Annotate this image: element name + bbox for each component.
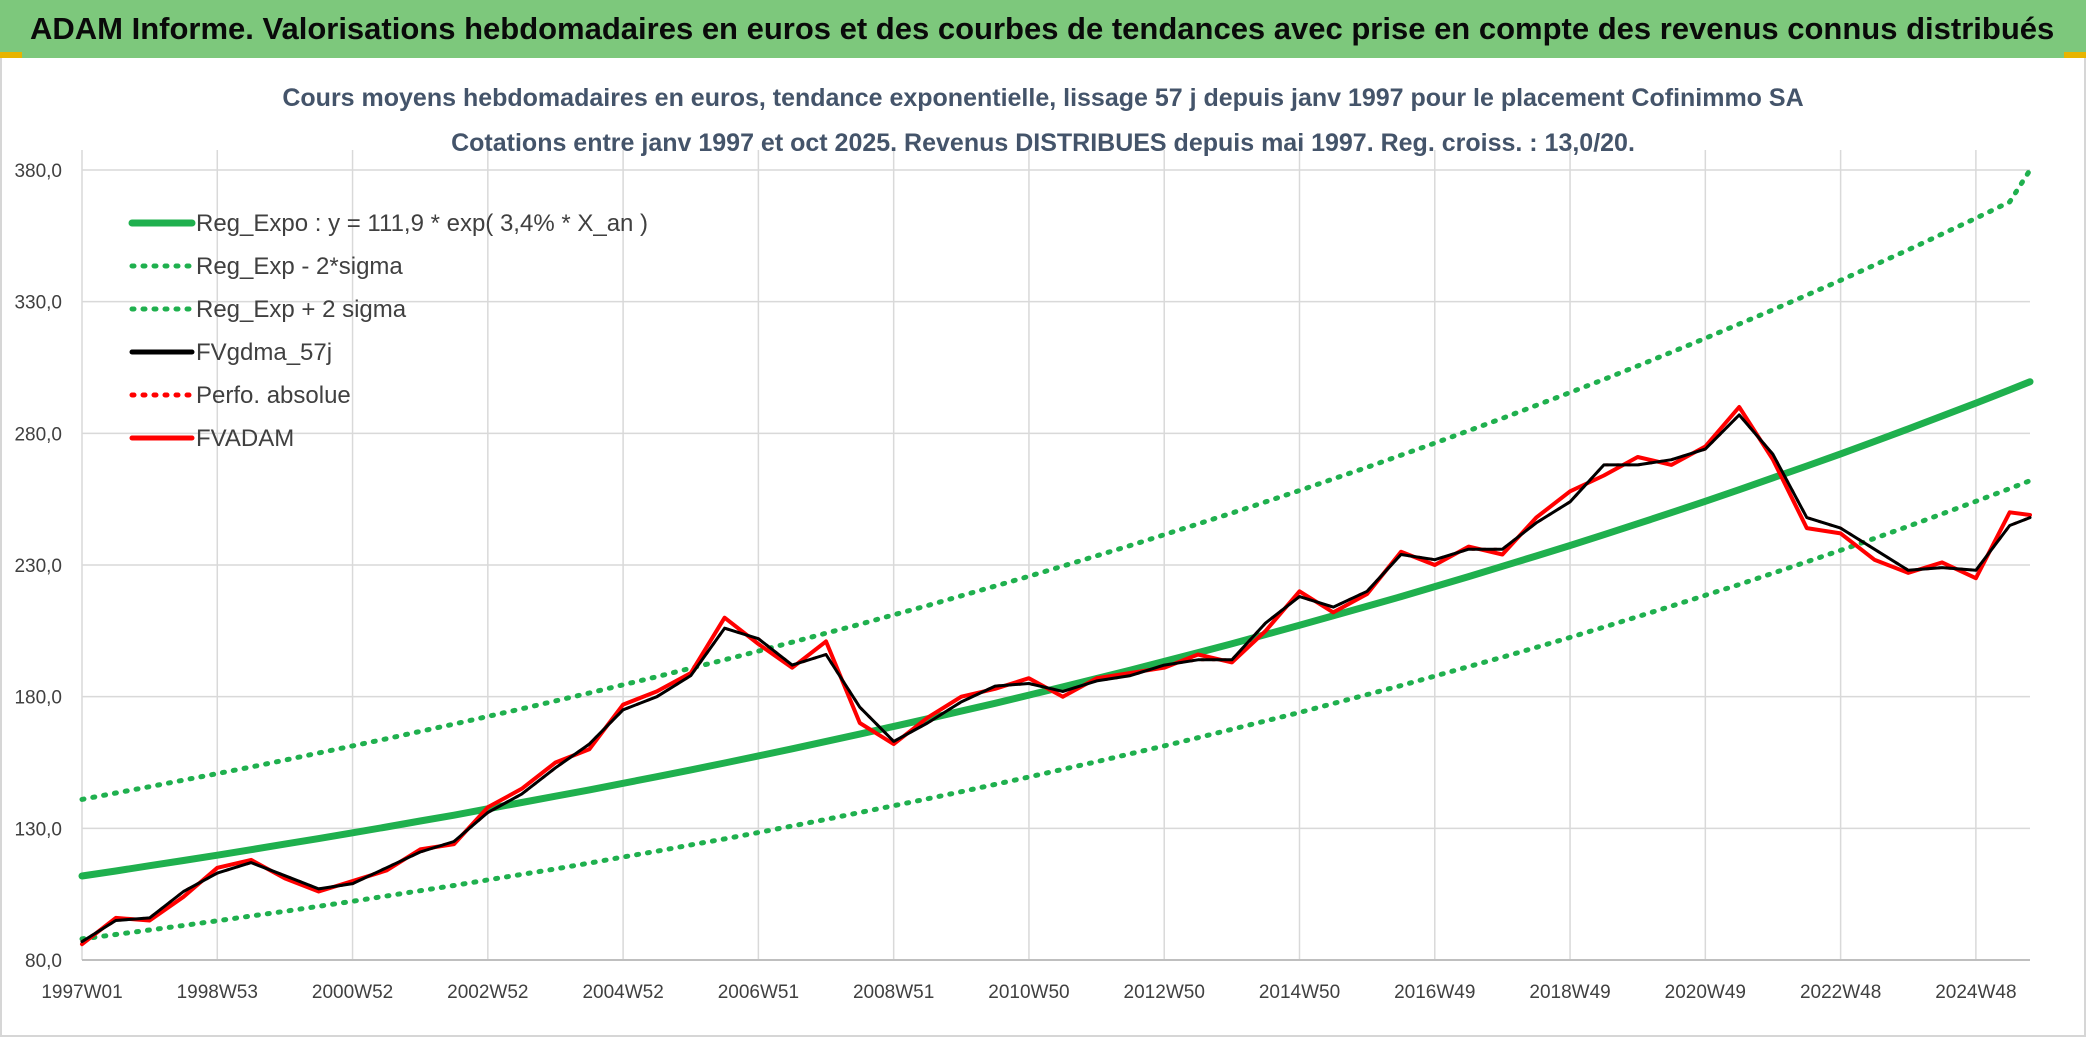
series-line-4 bbox=[80, 413, 2032, 944]
x-tick-label: 2002W52 bbox=[447, 982, 528, 1003]
x-tick-label: 2010W50 bbox=[988, 982, 1069, 1003]
legend: Reg_Expo : y = 111,9 * exp( 3,4% * X_an … bbox=[128, 210, 648, 452]
series-line-1 bbox=[79, 478, 2033, 942]
chart-frame: 80,0 130,0 180,0 230,0 280,0 330,0 380,0 1997W0… bbox=[0, 58, 2086, 1037]
y-tick-label: 80,0 bbox=[25, 951, 62, 972]
series-line-0 bbox=[78, 378, 2034, 880]
x-tick-label: 2000W52 bbox=[312, 982, 393, 1003]
x-tick-label: 2018W49 bbox=[1529, 982, 1610, 1003]
banner-title: ADAM Informe. Valorisations hebdomadaire… bbox=[0, 0, 2086, 58]
x-tick-label: 2016W49 bbox=[1394, 982, 1475, 1003]
y-tick-label: 130,0 bbox=[14, 819, 62, 840]
legend-label: FVADAM bbox=[196, 425, 294, 452]
axes: 80,0 130,0 180,0 230,0 280,0 330,0 380,0 1997W0… bbox=[14, 161, 2030, 1003]
x-tick-label: 2004W52 bbox=[582, 982, 663, 1003]
chart-subtitle: Cotations entre janv 1997 et oct 2025. R… bbox=[451, 129, 1635, 157]
x-tick-label: 1997W01 bbox=[41, 982, 122, 1003]
x-tick-label: 2020W49 bbox=[1665, 982, 1746, 1003]
y-tick-label: 230,0 bbox=[14, 556, 62, 577]
y-tick-label: 180,0 bbox=[14, 688, 62, 709]
series-layer bbox=[78, 167, 2034, 947]
banner-title-text: ADAM Informe. Valorisations hebdomadaire… bbox=[30, 11, 2055, 46]
series-line-3 bbox=[80, 413, 2032, 944]
legend-label: Reg_Exp - 2*sigma bbox=[196, 253, 403, 280]
x-tick-label: 2008W51 bbox=[853, 982, 934, 1003]
chart-title: Cours moyens hebdomadaires en euros, ten… bbox=[282, 84, 1803, 112]
x-tick-label: 2022W48 bbox=[1800, 982, 1881, 1003]
legend-label: Perfo. absolue bbox=[196, 382, 351, 409]
y-tick-label: 330,0 bbox=[14, 293, 62, 314]
legend-label: Reg_Exp + 2 sigma bbox=[196, 296, 407, 323]
y-tick-label: 380,0 bbox=[14, 161, 62, 182]
x-tick-label: 2024W48 bbox=[1935, 982, 2016, 1003]
banner-corner-left bbox=[0, 52, 22, 58]
x-tick-label: 2006W51 bbox=[718, 982, 799, 1003]
x-tick-label: 2012W50 bbox=[1124, 982, 1205, 1003]
legend-label: Reg_Expo : y = 111,9 * exp( 3,4% * X_an … bbox=[196, 210, 648, 237]
x-tick-label: 1998W53 bbox=[177, 982, 258, 1003]
series-line-2 bbox=[79, 167, 2033, 802]
x-tick-label: 2014W50 bbox=[1259, 982, 1340, 1003]
banner-corner-right bbox=[2064, 52, 2086, 58]
legend-label: FVgdma_57j bbox=[196, 339, 332, 366]
gridlines bbox=[81, 150, 2030, 961]
chart: 80,0 130,0 180,0 230,0 280,0 330,0 380,0 1997W0… bbox=[14, 84, 2034, 1003]
y-tick-label: 280,0 bbox=[14, 424, 62, 445]
